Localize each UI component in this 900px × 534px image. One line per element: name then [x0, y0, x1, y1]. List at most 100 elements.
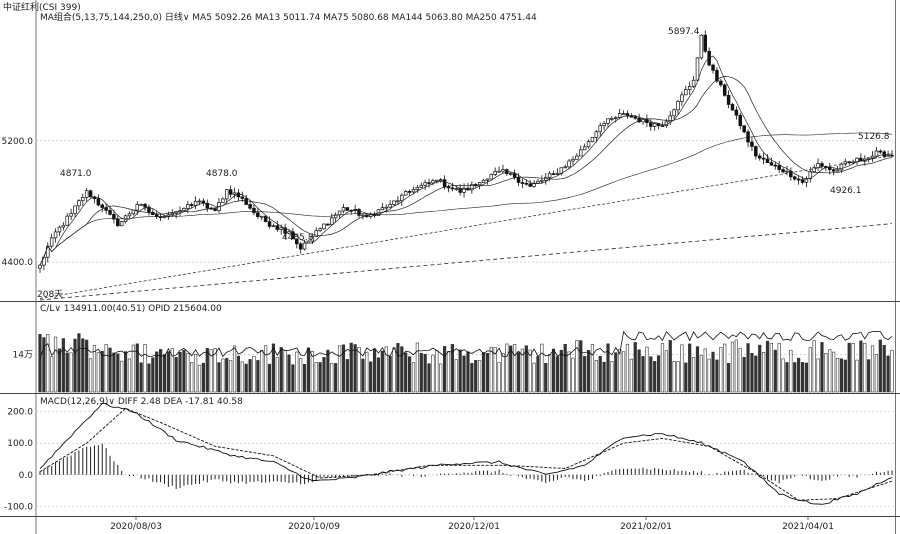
volume-bar: [633, 342, 637, 393]
y-axis-labels: 5200.0 4400.0 14万 200.0 100.0 0.0 -100.0: [2, 137, 34, 513]
volume-bar: [349, 342, 353, 393]
candle-body: [345, 207, 350, 211]
candle-body: [411, 188, 416, 193]
candle-body: [53, 231, 58, 239]
candle-body: [135, 204, 140, 211]
macd-header-text: MACD(12,26,9)∨ DIFF 2.48 DEA -17.81 40.5…: [40, 397, 243, 407]
price-annotation: 4485.8: [282, 233, 314, 243]
volume-bar: [345, 359, 349, 393]
volume-bar: [85, 339, 89, 393]
volume-bar: [341, 344, 346, 393]
volume-bar: [240, 361, 244, 393]
candle-body: [878, 150, 883, 153]
volume-bar: [365, 351, 369, 393]
volume-bar: [695, 346, 700, 393]
candle-body: [400, 194, 404, 202]
candle-body: [322, 223, 326, 230]
candle-body: [649, 122, 653, 127]
candle-body: [489, 174, 494, 180]
candle-body: [777, 165, 781, 170]
candle-body: [248, 204, 252, 209]
volume-bar: [50, 356, 54, 393]
candle-body: [524, 182, 529, 185]
candle-body: [761, 157, 766, 160]
volume-bar: [594, 360, 598, 393]
candle-body: [874, 150, 879, 157]
macd-y-tick: 200.0: [7, 408, 33, 418]
volume-value: 134911.00(40.51): [64, 304, 148, 314]
volume-bar: [855, 359, 859, 393]
price-annotation: 4871.0: [60, 169, 92, 179]
volume-bar: [197, 364, 202, 393]
volume-bar: [369, 361, 373, 393]
volume-bar: [532, 362, 536, 393]
ma13-line: [39, 76, 893, 266]
volume-bar: [77, 333, 81, 393]
candle-body: [61, 224, 66, 228]
macd-value: DIFF 2.48: [118, 397, 164, 407]
volume-bar: [762, 352, 766, 393]
candle-body: [57, 226, 62, 233]
macd-indicator-header: MACD(12,26,9)∨ DIFF 2.48 DEA -17.81 40.5…: [40, 397, 243, 407]
ma250-line: [39, 223, 893, 301]
volume-bar: [470, 363, 474, 393]
price-indicator-title: MA组合(5,13,75,144,250,0): [40, 11, 165, 23]
volume-bar: [182, 349, 186, 393]
candle-body: [738, 114, 743, 127]
price-annotation: 5126.8: [858, 132, 890, 142]
x-axis-date-label: 2021/04/01: [782, 522, 834, 532]
candle-body: [473, 184, 478, 186]
candle-body: [746, 131, 750, 143]
volume-bar: [882, 345, 886, 393]
volume-bar: [835, 358, 840, 393]
volume-bar: [773, 349, 777, 393]
volume-bar: [656, 355, 661, 393]
volume-bar: [536, 356, 540, 393]
instrument-title: 中证红利(CSI 399): [3, 1, 81, 13]
volume-bar: [435, 350, 439, 393]
volume-bar: [454, 359, 458, 393]
volume-bar: [734, 339, 738, 393]
volume-bar: [524, 345, 528, 393]
ma75-line: [39, 132, 893, 266]
volume-bar: [489, 346, 493, 393]
volume-bar: [551, 348, 556, 393]
volume-bar: [283, 350, 287, 393]
candle-body: [882, 151, 886, 157]
volume-bar: [481, 352, 486, 393]
candle-body: [516, 176, 521, 183]
x-axis-date-label: 2020/12/01: [448, 522, 500, 532]
candle-body: [563, 166, 567, 169]
candle-body: [629, 115, 634, 118]
candle-body: [598, 125, 602, 133]
volume-bar: [497, 362, 501, 393]
candle-body: [240, 196, 245, 199]
candle-body: [252, 207, 256, 214]
volume-bar: [159, 349, 163, 393]
candle-body: [178, 210, 182, 212]
candle-body: [579, 149, 583, 157]
macd-histogram: [39, 443, 893, 489]
volume-bar: [446, 351, 451, 393]
volume-bar: [575, 340, 579, 393]
volume-bar: [462, 355, 466, 393]
candle-body: [318, 228, 322, 232]
candle-body: [462, 187, 466, 193]
candle-body: [610, 118, 614, 120]
candle-body: [189, 204, 194, 206]
volume-bar: [147, 363, 151, 393]
candle-body: [341, 207, 346, 212]
candle-body: [112, 214, 116, 220]
macd-dea-line: [39, 407, 893, 501]
candle-body: [361, 214, 365, 217]
candle-body: [454, 188, 459, 190]
volume-bar: [800, 362, 805, 393]
candle-body: [263, 215, 268, 222]
candle-body: [680, 94, 684, 102]
macd-value: DEA -17.81: [164, 397, 218, 407]
candle-body: [621, 113, 626, 115]
volume-bar: [765, 340, 770, 393]
volume-bar: [400, 346, 404, 393]
volume-bar: [53, 336, 58, 393]
